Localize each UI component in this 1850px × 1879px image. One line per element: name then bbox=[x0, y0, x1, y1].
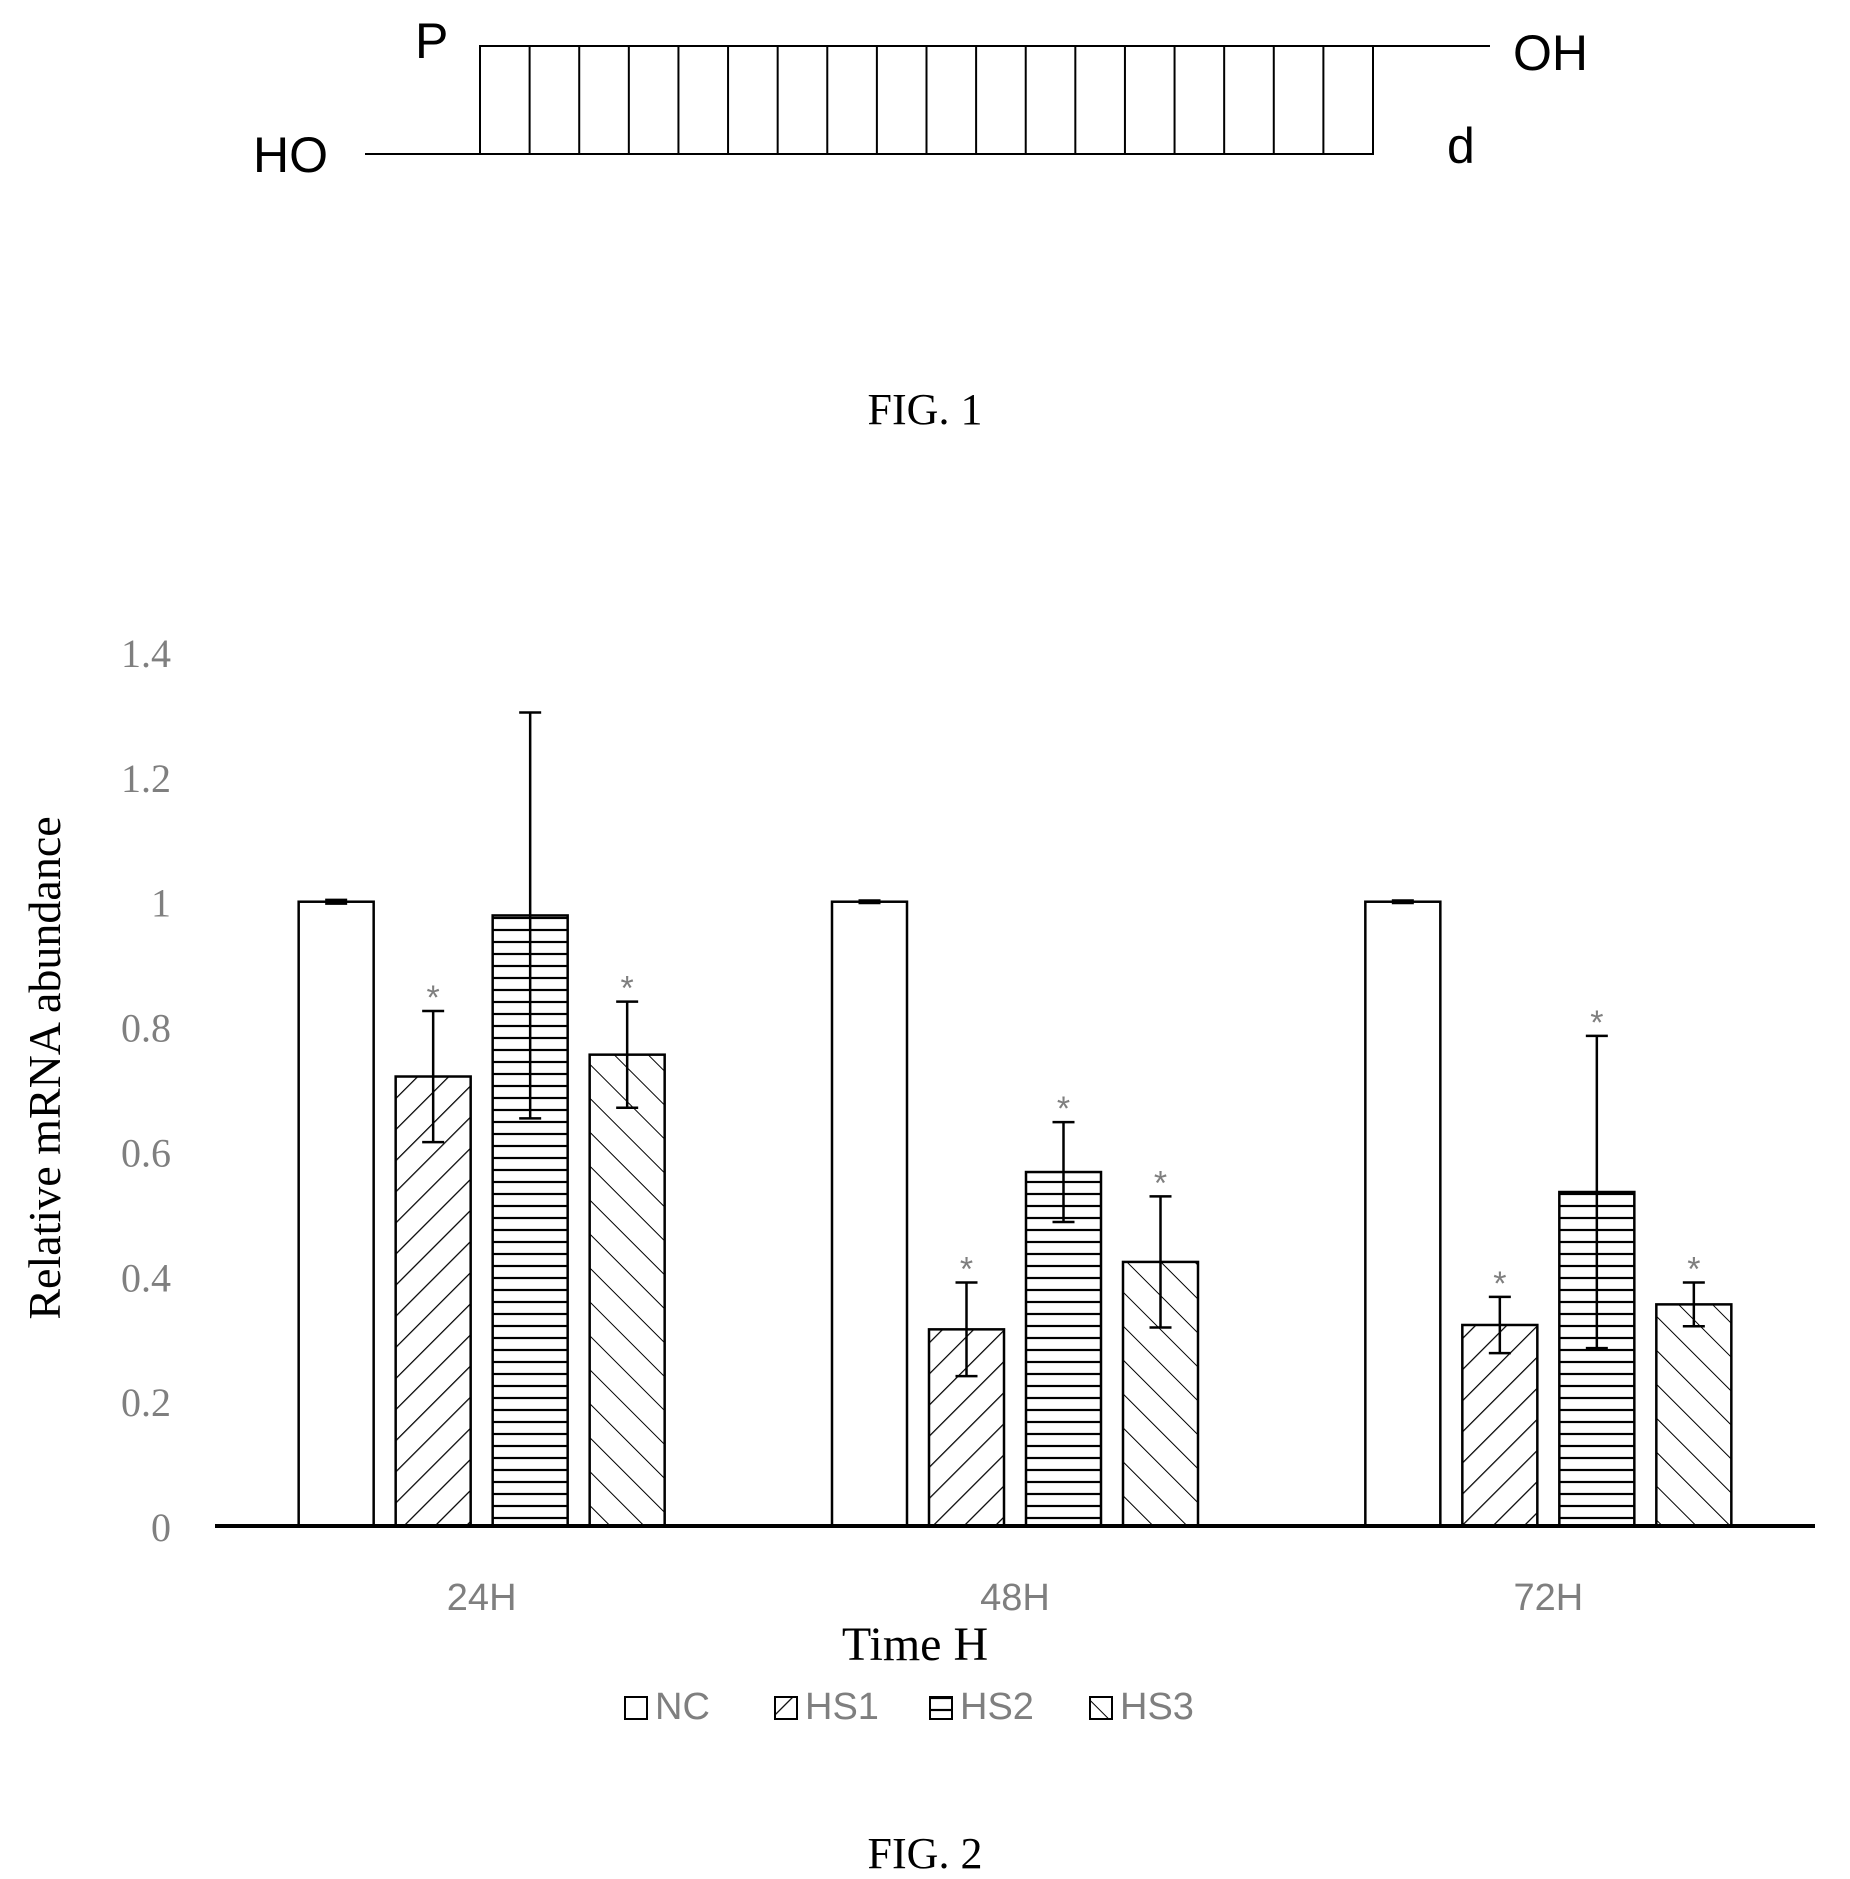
y-tick-label: 0 bbox=[151, 1505, 171, 1550]
legend-swatch-hs2 bbox=[929, 1696, 953, 1720]
y-tick-label: 0.2 bbox=[121, 1380, 171, 1425]
x-tick-label: 48H bbox=[980, 1577, 1050, 1619]
bar-hs1 bbox=[1461, 1323, 1539, 1528]
figure-1-duplex-diagram: P OH HO d bbox=[253, 13, 1588, 183]
y-tick-label: 0.8 bbox=[121, 1006, 171, 1051]
significance-marker: * bbox=[1687, 1251, 1700, 1289]
bar-hs1 bbox=[394, 1075, 472, 1528]
label-oh: OH bbox=[1513, 25, 1588, 81]
x-tick-label: 24H bbox=[447, 1577, 517, 1619]
legend-label-nc: NC bbox=[655, 1686, 710, 1728]
legend-label-hs2: HS2 bbox=[960, 1686, 1034, 1728]
figure-2-caption: FIG. 2 bbox=[867, 1829, 983, 1878]
y-tick-label: 0.4 bbox=[121, 1255, 171, 1300]
duplex-base-pair-dividers bbox=[528, 46, 1325, 154]
legend-label-hs1: HS1 bbox=[805, 1686, 879, 1728]
significance-marker: * bbox=[1590, 1004, 1603, 1042]
significance-marker: * bbox=[621, 970, 634, 1008]
bar-hs3 bbox=[1655, 1303, 1733, 1528]
bar-nc bbox=[297, 900, 375, 1528]
x-axis-title: Time H bbox=[842, 1618, 988, 1671]
significance-marker: * bbox=[960, 1251, 973, 1289]
legend-label-hs3: HS3 bbox=[1120, 1686, 1194, 1728]
x-tick-label: 72H bbox=[1513, 1577, 1583, 1619]
y-axis-title: Relative mRNA abundance bbox=[19, 816, 70, 1319]
label-ho: HO bbox=[253, 127, 328, 183]
label-p: P bbox=[415, 13, 448, 69]
significance-marker: * bbox=[1057, 1090, 1070, 1128]
significance-marker: * bbox=[427, 979, 440, 1017]
bar-nc bbox=[1364, 900, 1442, 1528]
bar-nc bbox=[830, 900, 909, 1528]
y-tick-label: 0.6 bbox=[121, 1130, 171, 1175]
y-tick-label: 1 bbox=[151, 881, 171, 926]
legend-swatch-hs1 bbox=[774, 1696, 798, 1720]
significance-marker: * bbox=[1493, 1265, 1506, 1303]
label-d: d bbox=[1447, 118, 1475, 174]
significance-marker: * bbox=[1154, 1164, 1167, 1202]
bar-hs2 bbox=[1024, 1170, 1103, 1528]
bar-hs3 bbox=[588, 1053, 666, 1528]
figure-1-caption: FIG. 1 bbox=[867, 385, 983, 434]
y-tick-label: 1.2 bbox=[121, 756, 171, 801]
y-tick-label: 1.4 bbox=[121, 631, 171, 676]
legend-swatch-nc bbox=[624, 1696, 648, 1720]
legend-swatch-hs3 bbox=[1089, 1696, 1113, 1720]
legend: NC HS1 HS2 HS3 bbox=[624, 1686, 1194, 1728]
